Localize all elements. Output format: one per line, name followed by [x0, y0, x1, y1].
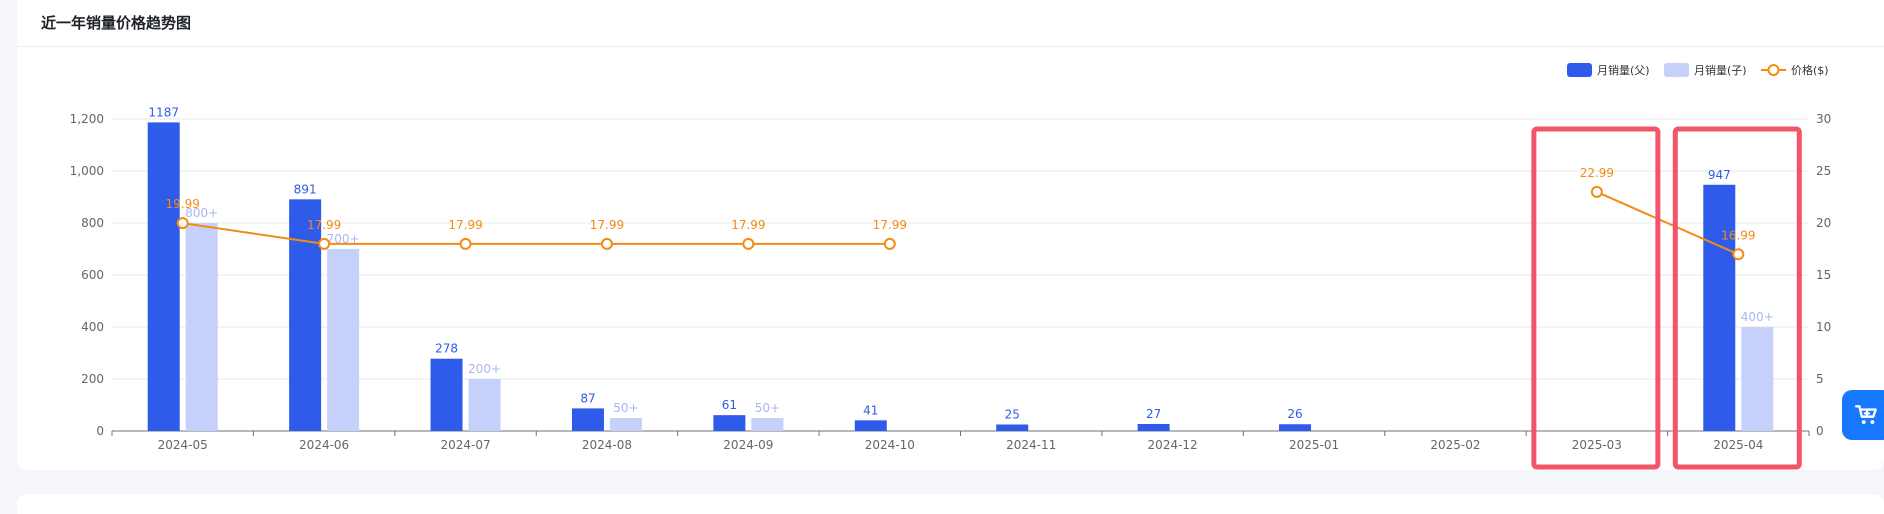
bar-parent-label: 947 [1708, 168, 1731, 182]
bar-child [1741, 327, 1774, 431]
y-left-tick-label: 800 [81, 216, 104, 230]
price-label: 22.99 [1580, 166, 1614, 180]
x-tick-label: 2024-12 [1148, 438, 1198, 452]
bar-parent [713, 415, 746, 431]
y-left-tick-label: 1,200 [70, 112, 104, 126]
price-point [459, 237, 472, 250]
bar-parent [1137, 423, 1170, 431]
price-label: 17.99 [731, 218, 765, 232]
bar-child [327, 249, 360, 431]
bar-parent-label: 41 [863, 403, 878, 417]
bar-child-label: 700+ [327, 232, 360, 246]
title-divider [17, 46, 1884, 47]
bar-child-label: 50+ [613, 401, 638, 415]
bar-parent-label: 25 [1005, 408, 1020, 422]
price-label: 17.99 [448, 218, 482, 232]
bar-child-label: 50+ [755, 401, 780, 415]
y-right-tick-label: 15 [1816, 268, 1831, 282]
bar-parent-label: 278 [435, 342, 458, 356]
price-label: 17.99 [307, 218, 341, 232]
x-tick-label: 2024-08 [582, 438, 632, 452]
x-tick-label: 2025-02 [1430, 438, 1480, 452]
x-tick-label: 2024-09 [723, 438, 773, 452]
price-point [600, 237, 613, 250]
y-right-tick-label: 10 [1816, 320, 1831, 334]
y-left-tick-label: 200 [81, 372, 104, 386]
x-tick-label: 2024-06 [299, 438, 349, 452]
legend-label: 月销量(子) [1694, 63, 1747, 77]
shopping-cart-icon [1854, 405, 1877, 424]
bar-child [609, 418, 642, 431]
y-left-tick-label: 400 [81, 320, 104, 334]
bar-parent [289, 199, 322, 431]
price-line [1596, 190, 1739, 256]
price-line [182, 222, 890, 245]
legend-label: 月销量(父) [1597, 63, 1650, 77]
bar-child [468, 379, 501, 431]
y-right-tick-label: 25 [1816, 164, 1831, 178]
bar-parent-label: 1187 [148, 105, 179, 119]
bar-parent [430, 358, 463, 431]
sales-price-chart: 0 200 400 600 800 1,000 1,200 0 5 10 15 20 25 30 2024-… [70, 63, 1831, 470]
bar-child [185, 223, 218, 431]
legend-marker [1767, 64, 1780, 76]
legend-swatch [1567, 63, 1592, 77]
bar-parent-label: 891 [294, 182, 317, 196]
price-point [318, 237, 331, 250]
x-tick-label: 2024-10 [865, 438, 915, 452]
y-right-tick-label: 30 [1816, 112, 1831, 126]
x-tick-label: 2024-05 [158, 438, 208, 452]
bar-parent [1703, 184, 1736, 431]
legend-swatch [1664, 63, 1689, 77]
price-label: 17.99 [873, 218, 907, 232]
y-right-tick-label: 0 [1816, 424, 1824, 438]
bar-child-label: 400+ [1741, 310, 1774, 324]
bar-parent [996, 424, 1029, 431]
price-point [176, 217, 189, 230]
y-left-tick-label: 600 [81, 268, 104, 282]
bar-parent-label: 87 [580, 391, 595, 405]
price-point [883, 237, 896, 250]
y-right-tick-label: 5 [1816, 372, 1824, 386]
price-label: 17.99 [590, 218, 624, 232]
bar-child-label: 200+ [468, 362, 501, 376]
highlight-box [1672, 126, 1802, 470]
bar-parent-label: 27 [1146, 407, 1161, 421]
x-tick-label: 2025-01 [1289, 438, 1339, 452]
price-point [742, 237, 755, 250]
x-tick-label: 2025-04 [1713, 438, 1763, 452]
x-tick-label: 2024-07 [440, 438, 490, 452]
bar-parent-label: 61 [722, 398, 737, 412]
x-tick-label: 2025-03 [1572, 438, 1622, 452]
price-label: 19.99 [166, 197, 200, 211]
y-left-tick-label: 0 [96, 424, 104, 438]
price-point [1590, 185, 1603, 198]
cart-button[interactable] [1842, 390, 1884, 440]
bar-parent [1279, 424, 1312, 431]
y-left-tick-label: 1,000 [70, 164, 104, 178]
bar-parent-label: 26 [1287, 407, 1302, 421]
bar-parent [147, 122, 180, 431]
x-tick-label: 2024-11 [1006, 438, 1056, 452]
bar-parent [571, 408, 604, 431]
bar-parent [854, 420, 887, 431]
price-point [1732, 248, 1745, 261]
legend-label: 价格($) [1791, 63, 1829, 77]
price-label: 16.99 [1721, 228, 1755, 242]
highlight-box [1531, 126, 1661, 470]
y-right-tick-label: 20 [1816, 216, 1831, 230]
chart-title: 近一年销量价格趋势图 [41, 14, 192, 32]
bar-child-label: 800+ [185, 206, 218, 220]
bar-child [751, 418, 784, 431]
